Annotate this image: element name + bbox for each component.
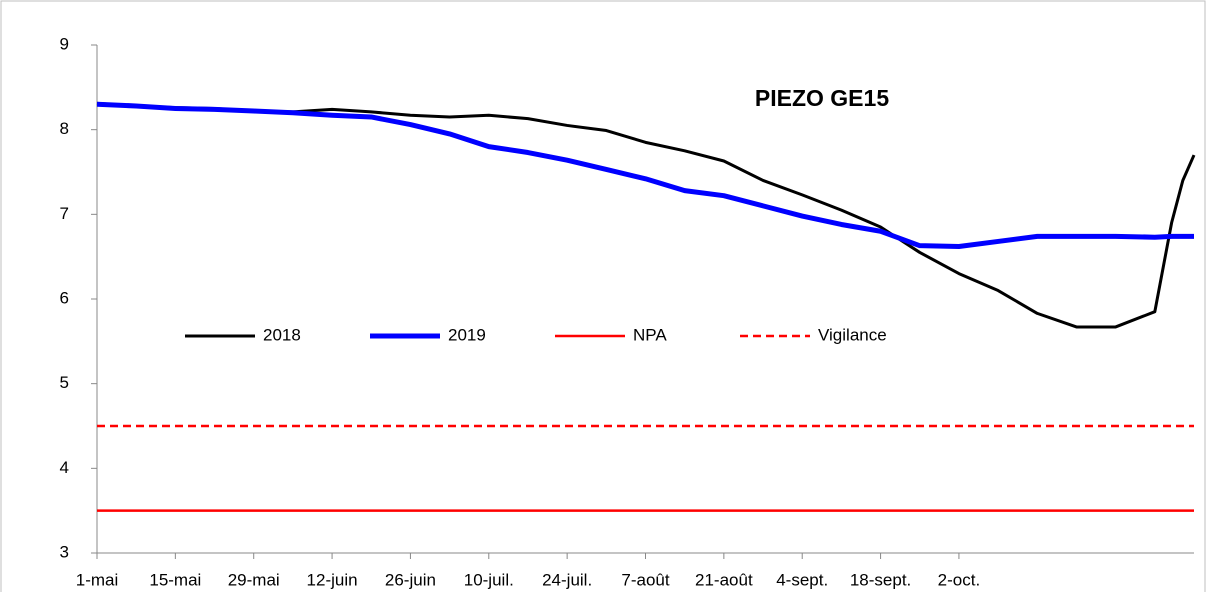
x-tick-label: 26-juin	[385, 570, 436, 589]
x-tick-label: 2-oct.	[938, 570, 981, 589]
x-tick-label: 1-mai	[76, 570, 119, 589]
y-tick-label: 7	[60, 204, 69, 223]
y-tick-label: 9	[60, 34, 69, 53]
y-tick-label: 4	[60, 458, 69, 477]
chart-title: PIEZO GE15	[755, 85, 889, 111]
legend-label: 2018	[263, 325, 301, 344]
series-line	[96, 101, 1194, 250]
x-tick-label: 18-sept.	[850, 570, 911, 589]
y-tick-label: 5	[60, 373, 69, 392]
y-tick-label: 8	[60, 119, 69, 138]
x-tick-label: 21-août	[695, 570, 753, 589]
y-tick-label: 6	[60, 288, 69, 307]
y-tick-label: 3	[60, 542, 69, 561]
x-tick-label: 12-juin	[307, 570, 358, 589]
x-tick-label: 10-juil.	[464, 570, 514, 589]
x-tick-label: 15-mai	[149, 570, 201, 589]
legend-label: NPA	[633, 325, 667, 344]
x-tick-label: 29-mai	[228, 570, 280, 589]
x-tick-label: 24-juil.	[542, 570, 592, 589]
x-tick-label: 7-août	[621, 570, 669, 589]
legend-label: 2019	[448, 325, 486, 344]
x-tick-label: 4-sept.	[776, 570, 828, 589]
legend-label: Vigilance	[818, 325, 887, 344]
